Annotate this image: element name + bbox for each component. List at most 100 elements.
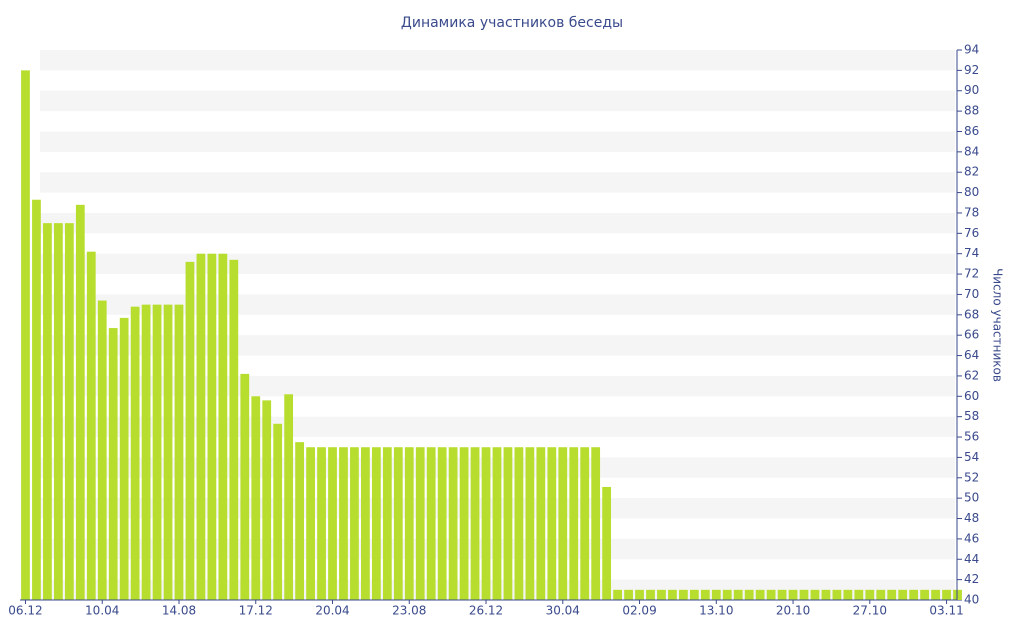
bar [580, 447, 590, 600]
bar [207, 253, 217, 600]
bar [426, 447, 436, 600]
bar [942, 589, 951, 600]
y-tick-label: 68 [964, 307, 979, 321]
grid-band [40, 253, 955, 275]
y-tick-label: 84 [964, 144, 979, 158]
y-tick-label: 56 [964, 430, 979, 444]
x-tick-label: 26.12 [469, 604, 503, 618]
x-tick-label: 02.09 [622, 604, 656, 618]
bar [525, 447, 535, 600]
grid-band [40, 131, 955, 152]
y-tick-label: 54 [964, 450, 979, 464]
bar [86, 251, 96, 600]
bar [437, 447, 447, 600]
y-tick-label: 48 [964, 511, 979, 525]
bar [163, 304, 173, 600]
bar [624, 589, 633, 600]
x-tick-label: 27.10 [853, 604, 887, 618]
bar [240, 373, 250, 600]
bar [733, 589, 743, 600]
bar [470, 447, 480, 600]
x-tick-label: 20.10 [776, 604, 810, 618]
bar [700, 589, 710, 600]
bar [635, 589, 644, 600]
bar [21, 70, 30, 601]
bar [646, 589, 655, 600]
bar [448, 447, 458, 600]
y-tick-label: 60 [964, 389, 979, 403]
bar [251, 396, 261, 600]
bar [821, 589, 831, 600]
bar [536, 447, 546, 600]
bar [788, 589, 798, 600]
x-tick-label: 03.11 [929, 604, 963, 618]
bar [174, 304, 184, 600]
bar [350, 447, 359, 600]
y-tick-label: 80 [964, 185, 979, 199]
bar [218, 253, 228, 600]
bar [547, 447, 557, 600]
bar [492, 447, 502, 600]
bar [273, 423, 283, 600]
bar [339, 447, 348, 600]
y-tick-label: 52 [964, 470, 979, 484]
bar [602, 486, 612, 600]
bar [415, 447, 425, 600]
x-tick-label: 06.12 [8, 604, 42, 618]
bar [393, 447, 403, 600]
bar [755, 589, 765, 600]
bar [514, 447, 524, 600]
bar [810, 589, 820, 600]
bar [909, 589, 919, 600]
bar [887, 589, 897, 600]
x-tick-label: 30.04 [546, 604, 580, 618]
grid-band [40, 172, 955, 193]
bar [898, 589, 908, 600]
bar [64, 223, 74, 601]
y-tick-label: 44 [964, 552, 979, 566]
bar [591, 447, 601, 600]
y-tick-label: 64 [964, 348, 979, 362]
y-tick-label: 66 [964, 328, 979, 342]
bar [689, 589, 699, 600]
y-tick-label: 72 [964, 267, 979, 281]
bar [657, 589, 666, 600]
grid-band [40, 375, 955, 397]
y-tick-label: 40 [964, 593, 979, 607]
bar [832, 589, 842, 600]
y-tick-label: 82 [964, 165, 979, 179]
bar [317, 447, 326, 600]
y-tick-label: 92 [964, 63, 979, 77]
bar [32, 199, 41, 600]
bar [766, 589, 776, 600]
y-tick-label: 58 [964, 409, 979, 423]
y-tick-label: 50 [964, 491, 979, 505]
y-tick-label: 70 [964, 287, 979, 301]
bar [843, 589, 853, 600]
y-tick-label: 42 [964, 572, 979, 586]
bar [262, 400, 272, 600]
grid-band [40, 212, 955, 234]
y-tick-label: 88 [964, 104, 979, 118]
bar [75, 204, 85, 600]
bar [382, 447, 392, 600]
bar [953, 589, 962, 600]
bar [876, 589, 886, 600]
x-tick-label: 13.10 [699, 604, 733, 618]
x-tick-label: 10.04 [85, 604, 119, 618]
bar [295, 442, 304, 600]
bar [777, 589, 787, 600]
bar [185, 261, 195, 600]
y-tick-label: 46 [964, 531, 979, 545]
bar [53, 223, 63, 601]
y-tick-label: 94 [964, 43, 979, 57]
bar [799, 589, 809, 600]
bar [920, 589, 930, 600]
bar [558, 447, 568, 600]
bar [97, 300, 107, 600]
bar [196, 253, 206, 600]
bar [481, 447, 491, 600]
grid-band [40, 335, 955, 356]
bar [668, 589, 677, 600]
